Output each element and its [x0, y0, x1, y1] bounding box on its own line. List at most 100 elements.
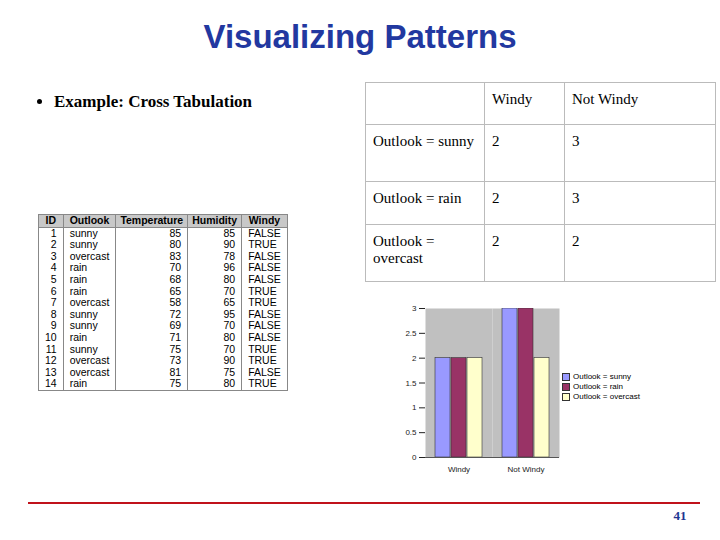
html-text:69: 69	[169, 319, 182, 332]
html-text:71: 71	[169, 330, 182, 343]
html-text:FALSE: FALSE	[248, 249, 281, 262]
html-text:12: 12	[45, 354, 57, 367]
html-text:83: 83	[169, 249, 182, 262]
html-text:Temperature: Temperature	[120, 214, 184, 226]
html-text:80: 80	[223, 377, 236, 390]
html-text:3: 3	[572, 133, 580, 149]
html-text:10: 10	[45, 330, 57, 343]
html-text:73: 73	[169, 354, 182, 367]
html-text:rain: rain	[69, 284, 88, 297]
html-text:TRUE: TRUE	[248, 238, 277, 251]
html-text:4: 4	[50, 261, 57, 274]
html-text:13: 13	[45, 365, 57, 378]
html-text:rain: rain	[69, 261, 88, 274]
svg-text:0.5: 0.5	[405, 428, 417, 437]
html-text:Outlook = sunny: Outlook = sunny	[373, 133, 474, 149]
html-text:85: 85	[169, 226, 182, 239]
html-text:70: 70	[223, 342, 236, 355]
html-text:Outlook = overcast: Outlook = overcast	[573, 392, 640, 401]
html-text:Visualizing Patterns: Visualizing Patterns	[203, 18, 517, 55]
html-text:TRUE: TRUE	[248, 354, 277, 367]
svg-text:1: 1	[412, 403, 417, 412]
html-text:Humidity: Humidity	[192, 214, 238, 226]
html-text:overcast: overcast	[69, 296, 110, 309]
html-text:Windy: Windy	[492, 91, 533, 107]
html-text:78: 78	[223, 249, 236, 262]
html-text:70: 70	[223, 284, 236, 297]
html-text:overcast: overcast	[69, 365, 110, 378]
html-text:7: 7	[50, 296, 57, 309]
html-text:3: 3	[50, 249, 57, 262]
html-text:Outlook = overcast: Outlook = overcast	[373, 233, 435, 266]
svg-text:3: 3	[412, 304, 417, 313]
html-text:75: 75	[169, 342, 182, 355]
html-text:FALSE: FALSE	[248, 273, 281, 285]
html-text:80: 80	[169, 238, 182, 251]
html-text:rain: rain	[69, 330, 88, 343]
html-text:sunny: sunny	[69, 342, 98, 355]
svg-text:0: 0	[412, 453, 417, 462]
html-text:TRUE: TRUE	[248, 342, 277, 355]
html-text:2: 2	[50, 238, 57, 251]
svg-text:2: 2	[412, 354, 417, 363]
html-text:2: 2	[492, 133, 500, 149]
html-text:70: 70	[223, 319, 236, 332]
html-text:sunny: sunny	[69, 226, 98, 239]
svg-text:Not Windy: Not Windy	[508, 465, 545, 474]
html-text:6: 6	[50, 284, 57, 297]
html-text:11: 11	[45, 342, 57, 355]
html-text:41: 41	[673, 508, 687, 523]
html-text:72: 72	[169, 307, 182, 320]
html-text:75: 75	[223, 365, 236, 378]
html-text:overcast: overcast	[69, 354, 110, 367]
html-text:2: 2	[492, 190, 500, 206]
html-text:FALSE: FALSE	[248, 319, 281, 332]
html-text:Outlook = rain: Outlook = rain	[573, 382, 623, 391]
html-text:80: 80	[223, 273, 236, 285]
html-text:Windy: Windy	[248, 214, 281, 226]
html-text:58: 58	[169, 296, 182, 309]
svg-text:Windy: Windy	[448, 465, 470, 474]
html-text:90: 90	[223, 354, 236, 367]
html-text:2: 2	[572, 233, 580, 249]
html-text:Outlook = sunny: Outlook = sunny	[573, 372, 631, 381]
html-text:5: 5	[50, 273, 57, 285]
html-text:8: 8	[50, 307, 57, 320]
html-text:ID: ID	[45, 214, 57, 226]
html-text:Example: Cross Tabulation: Example: Cross Tabulation	[54, 92, 253, 111]
html-text:TRUE: TRUE	[248, 296, 277, 309]
html-text:overcast: overcast	[69, 249, 110, 262]
html-text:65: 65	[169, 284, 182, 297]
html-text:3: 3	[572, 190, 580, 206]
html-text:75: 75	[169, 377, 182, 390]
html-text:Outlook: Outlook	[69, 214, 110, 226]
html-text:70: 70	[169, 261, 182, 274]
svg-text:1.5: 1.5	[405, 379, 417, 388]
html-text:1: 1	[50, 226, 57, 239]
html-text:85: 85	[223, 226, 236, 239]
html-text:80: 80	[223, 330, 236, 343]
html-text:sunny: sunny	[69, 307, 98, 320]
html-text:FALSE: FALSE	[248, 365, 281, 378]
html-text:14: 14	[45, 377, 57, 390]
html-text:rain: rain	[69, 377, 88, 390]
html-text:FALSE: FALSE	[248, 261, 281, 274]
html-text:sunny: sunny	[69, 319, 98, 332]
html-text:68: 68	[169, 273, 182, 285]
html-text:sunny: sunny	[69, 238, 98, 251]
html-text:90: 90	[223, 238, 236, 251]
html-text:Not Windy: Not Windy	[572, 91, 639, 107]
html-text:FALSE: FALSE	[248, 307, 281, 320]
html-text:Outlook = rain: Outlook = rain	[373, 190, 462, 206]
svg-text:2.5: 2.5	[405, 329, 417, 338]
html-text:FALSE: FALSE	[248, 330, 281, 343]
html-text:rain: rain	[69, 273, 88, 285]
html-text:TRUE: TRUE	[248, 377, 277, 390]
html-text:2: 2	[492, 233, 500, 249]
html-text:TRUE: TRUE	[248, 284, 277, 297]
html-text:96: 96	[223, 261, 236, 274]
html-text:65: 65	[223, 296, 236, 309]
html-text:95: 95	[223, 307, 236, 320]
html-text:81: 81	[169, 365, 182, 378]
html-text:FALSE: FALSE	[248, 226, 281, 239]
